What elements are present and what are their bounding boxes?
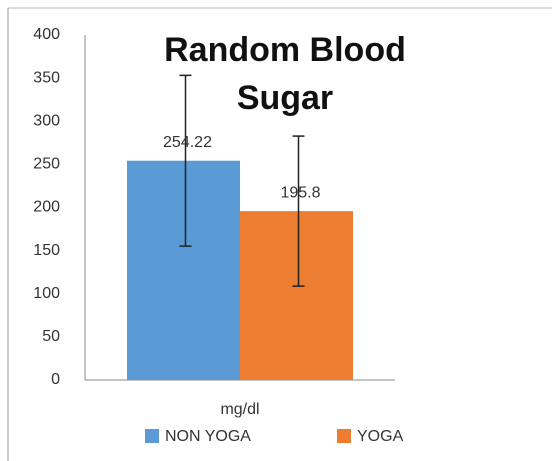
y-tick-label: 350 xyxy=(33,69,60,86)
y-tick-label: 300 xyxy=(33,112,60,129)
bar xyxy=(240,211,353,380)
y-tick-label: 100 xyxy=(33,285,60,302)
y-tick-label: 0 xyxy=(51,371,60,388)
y-tick-label: 50 xyxy=(42,328,60,345)
legend-label: YOGA xyxy=(357,428,404,445)
bar xyxy=(127,160,240,380)
chart-title: Random Blood Sugar xyxy=(164,31,406,117)
x-tick-label: mg/dl xyxy=(220,401,259,418)
legend-label: NON YOGA xyxy=(165,428,251,445)
data-label: 195.8 xyxy=(280,184,320,201)
data-label: 254.22 xyxy=(163,134,212,151)
error-bar xyxy=(292,135,305,287)
y-tick-label: 400 xyxy=(33,26,60,43)
error-bar xyxy=(179,74,192,247)
y-tick-label: 200 xyxy=(33,199,60,216)
y-tick-label: 250 xyxy=(33,156,60,173)
legend-swatch xyxy=(337,429,351,443)
y-tick-label: 150 xyxy=(33,242,60,259)
legend-swatch xyxy=(145,429,159,443)
